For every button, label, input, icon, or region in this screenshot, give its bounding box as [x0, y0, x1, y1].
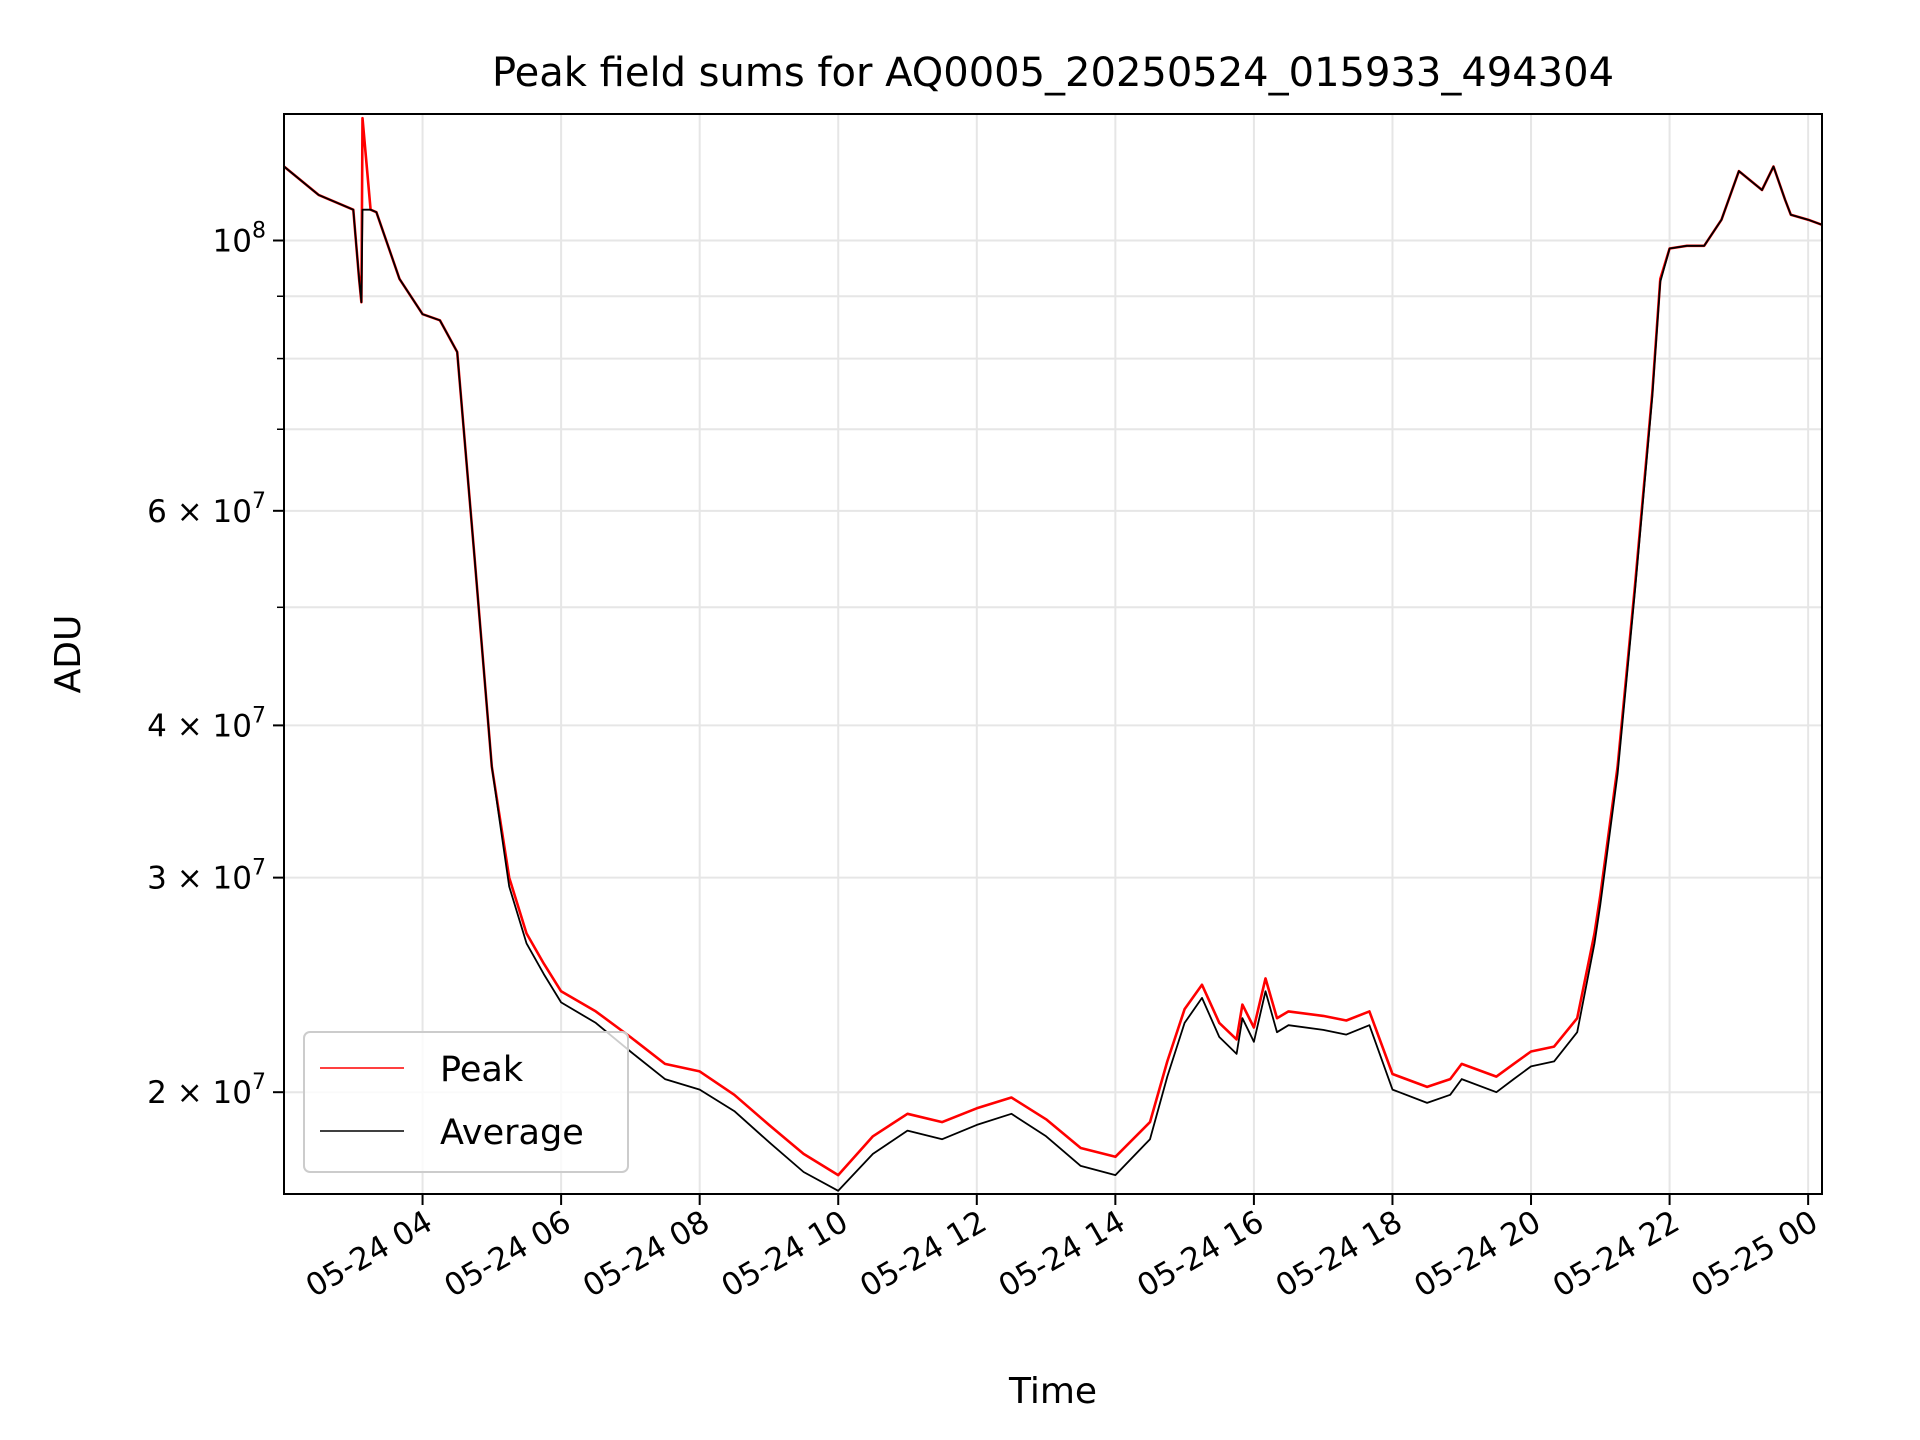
legend-label-average: Average [440, 1113, 584, 1153]
x-axis-label: Time [1008, 1371, 1097, 1412]
series-lines [283, 116, 1823, 1192]
y-tick-label: 108 [213, 218, 266, 259]
legend-label-peak: Peak [440, 1050, 524, 1090]
legend: Peak Average [303, 1031, 629, 1173]
plot-frame [283, 113, 1823, 1195]
series-line-average [283, 165, 1823, 1192]
chart-title: Peak field sums for AQ0005_20250524_0159… [492, 50, 1614, 96]
y-tick-label: 6 × 107 [147, 489, 266, 530]
y-tick-label: 3 × 107 [147, 856, 266, 897]
y-axis-label: ADU [48, 615, 89, 694]
legend-box [303, 1031, 629, 1173]
y-tick-label: 4 × 107 [147, 703, 266, 744]
y-tick-label: 2 × 107 [147, 1070, 266, 1111]
grid [284, 114, 1822, 1194]
